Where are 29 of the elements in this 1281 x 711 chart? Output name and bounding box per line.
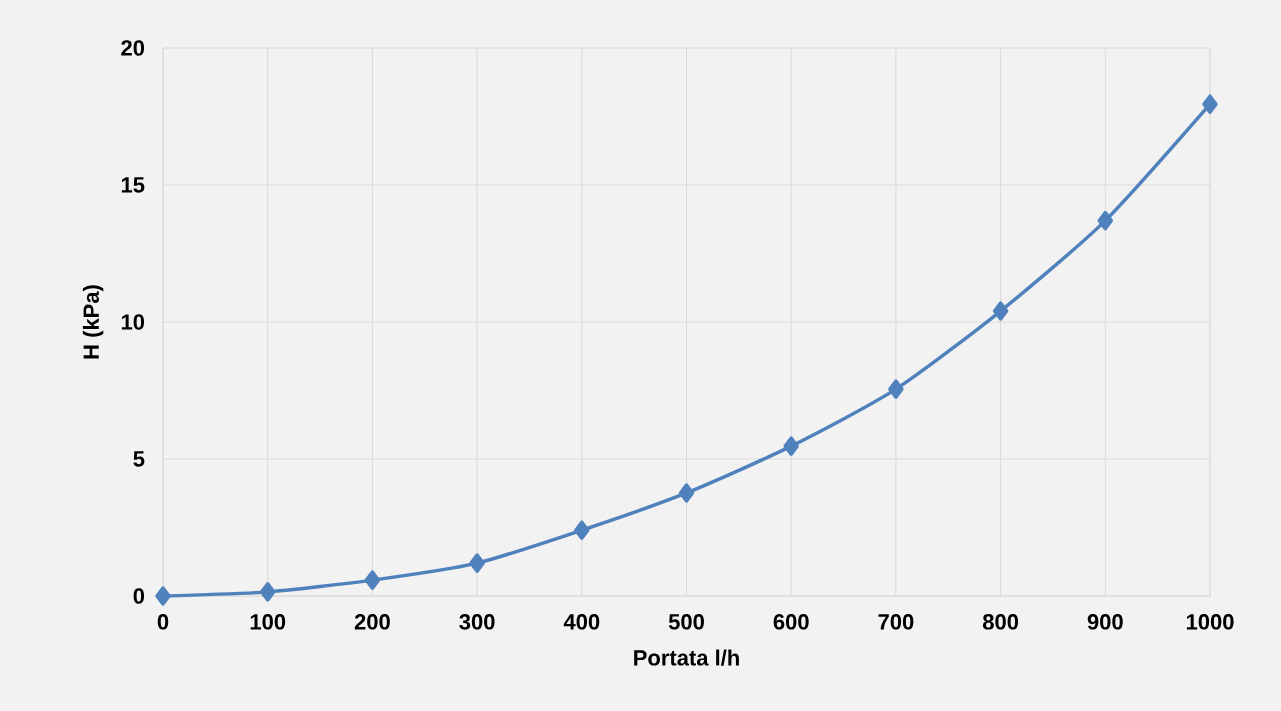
point — [992, 301, 1009, 321]
x-axis-title: Portata l/h — [634, 649, 739, 666]
x-tick-label: 0 — [157, 614, 169, 630]
x-tick-label: 100 — [250, 614, 286, 630]
y-tick-label: 10 — [121, 314, 145, 330]
point — [1202, 94, 1218, 114]
x-tick-label: 200 — [354, 614, 390, 630]
x-tick-label: 700 — [878, 614, 914, 630]
x-tick-label: 900 — [1087, 614, 1123, 630]
x-tick-label: 500 — [668, 614, 704, 630]
x-tick-label: 800 — [982, 614, 1019, 630]
y-tick-label: 15 — [121, 177, 145, 193]
y-tick-label: 0 — [133, 588, 145, 604]
x-tick-label: 1000 — [1186, 614, 1234, 630]
y-axis-title: H (kPa) — [82, 285, 104, 359]
point — [469, 553, 485, 573]
x-tick-label: 400 — [563, 614, 600, 630]
point — [259, 582, 276, 602]
y-tick-label: 20 — [121, 40, 145, 56]
point — [783, 436, 799, 456]
x-tick-label: 600 — [773, 614, 809, 630]
point — [888, 379, 904, 399]
x-tick-label: 300 — [459, 614, 495, 630]
point — [678, 483, 695, 503]
point — [574, 520, 590, 540]
point — [364, 570, 381, 590]
point — [1097, 210, 1114, 231]
point — [155, 586, 171, 606]
y-tick-label: 5 — [133, 451, 145, 467]
